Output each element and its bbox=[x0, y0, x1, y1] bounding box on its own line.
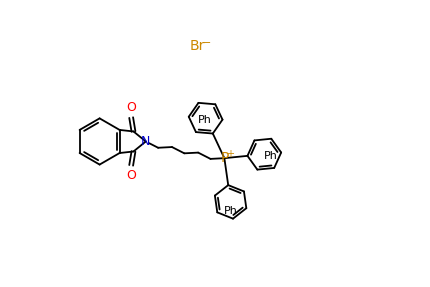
Text: Ph: Ph bbox=[223, 206, 237, 216]
Text: O: O bbox=[126, 101, 136, 114]
Text: −: − bbox=[202, 38, 211, 48]
Text: Ph: Ph bbox=[263, 151, 277, 161]
Text: P: P bbox=[220, 151, 228, 165]
Text: O: O bbox=[126, 169, 136, 182]
Text: N: N bbox=[141, 135, 150, 148]
Text: Ph: Ph bbox=[197, 115, 211, 125]
Text: +: + bbox=[225, 149, 233, 159]
Text: Br: Br bbox=[189, 39, 205, 53]
